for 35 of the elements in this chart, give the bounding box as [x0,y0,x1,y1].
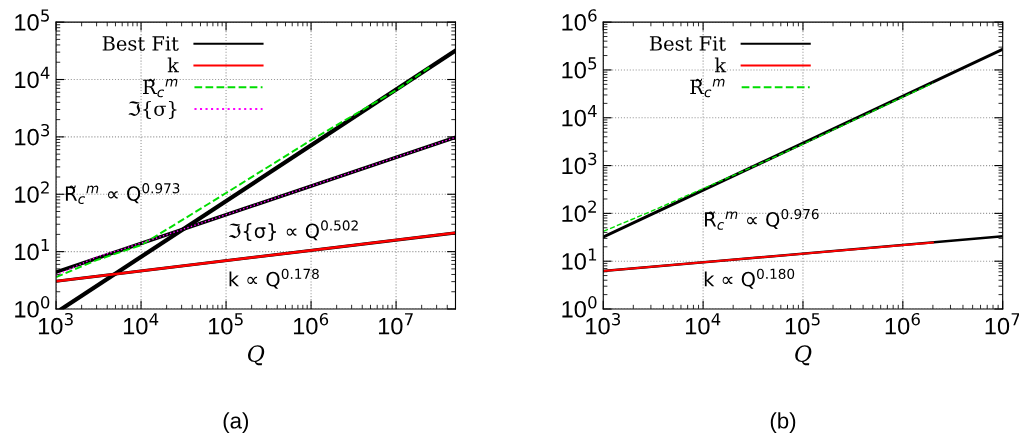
text: (b) [770,412,796,433]
annotation: R̃$_{c}$$^{m}$ ∝ Q$^{0.976}$ [705,208,819,230]
x-tick-label: 10$^{4}$ [686,313,721,335]
annotation: ℑ{σ} ∝ Q$^{0.502}$ [228,220,358,242]
y-tick-label: 10$^{3}$ [15,123,50,146]
legend-label: k [167,57,180,73]
y-tick-label: 10$^{2}$ [562,200,596,222]
legend-label: k [714,57,727,73]
legend-label: R̃$_{c}$$^{m}$ [143,78,178,98]
annotation: k ∝ Q$^{0.178}$ [229,268,319,289]
legend-label: Best Fit [102,36,179,51]
legend-label: R̃$_{c}$$^{m}$ [690,78,725,98]
y-tick-label: 10$^{5}$ [562,57,597,79]
x-tick-label: 10$^{5}$ [208,313,243,335]
text: (a) [223,412,248,433]
y-tick-label: 10$^{5}$ [15,9,49,31]
y-tick-label: 10$^{3}$ [562,152,597,175]
y-tick-label: 10$^{6}$ [562,9,597,31]
y-tick-label: 10$^{1}$ [15,238,49,261]
legend-label: ℑ{σ} [128,100,177,119]
x-axis-title: Q [795,345,812,366]
x-tick-label: 10$^{7}$ [985,313,1019,335]
y-tick-label: 10$^{4}$ [562,105,597,127]
x-tick-label: 10$^{4}$ [123,313,159,335]
x-tick-label: 10$^{6}$ [885,312,920,335]
annotation: R̃$_{c}$$^{m}$ ∝ Q$^{0.973}$ [65,183,180,205]
x-tick-label: 10$^{5}$ [785,313,820,335]
y-tick-label: 10$^{1}$ [562,248,597,270]
y-tick-label: 10$^{2}$ [15,181,49,203]
legend-label: Best Fit [649,36,726,51]
x-axis-title: Q [248,345,265,366]
x-tick-label: 10$^{6}$ [293,312,329,335]
x-tick-label: 10$^{7}$ [378,313,413,335]
y-tick-label: 10$^{4}$ [15,66,50,89]
annotation: k ∝ Q$^{0.180}$ [704,268,795,289]
